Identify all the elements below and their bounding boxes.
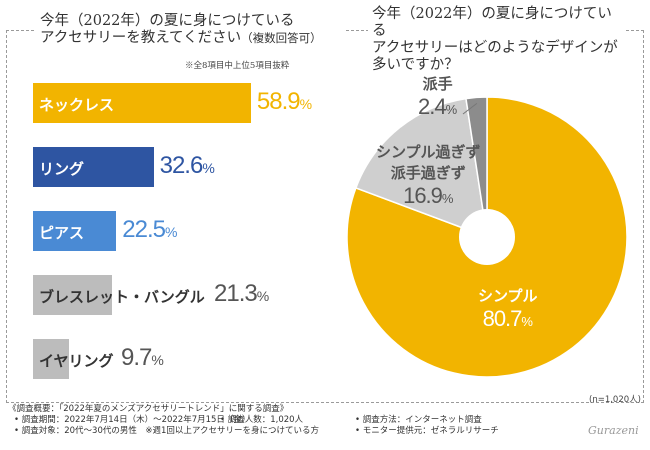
bar-value-4: 9.7%: [121, 344, 164, 371]
survey-count: • 調査人数：1,020人: [220, 415, 304, 425]
brand-logo: Gurazeni: [588, 424, 639, 437]
bar-chart-title-paren: （複数回答可）: [241, 31, 322, 45]
pie-label-0-line-0: シンプル: [478, 288, 538, 305]
pie-chart-title: 今年（2022年）の夏に身につけている アクセサリーはどのようなデザインが 多い…: [368, 6, 626, 74]
bar-4: [33, 339, 69, 379]
bar-label-2: ピアス: [39, 225, 85, 242]
pie-label-1-line-1: 派手過ぎず: [390, 165, 466, 182]
survey-target: • 調査対象：20代～30代の男性 ※週1回以上アクセサリーを身につけている方: [14, 426, 319, 436]
bar-chart-title: 今年（2022年）の夏に身につけている アクセサリーを教えてください（複数回答可…: [36, 13, 344, 47]
bar-value-1: 32.6%: [159, 152, 215, 179]
survey-heading: 《調査概要：「2022年夏のメンズアクセサリートレンド」に関する調査》: [8, 404, 289, 414]
survey-method: • 調査方法：インターネット調査: [355, 415, 482, 425]
pie-value-1: 16.9%: [403, 183, 454, 208]
bar-value-0: 58.9%: [256, 88, 312, 115]
pie-label-2: 派手 2.4%: [418, 73, 457, 120]
survey-period: • 調査期間：2022年7月14日（木）～2022年7月15日（金）: [14, 415, 251, 425]
bar-chart-title-line2: アクセサリーを教えてください: [40, 30, 242, 46]
bar-label-3: ブレスレット・バングル: [39, 289, 205, 306]
bar-0: [33, 83, 251, 123]
pie-chart-title-line2: アクセサリーはどのようなデザインが: [372, 40, 618, 56]
pie-chart-title-line3: 多いですか？: [372, 57, 459, 73]
bar-label-0: ネックレス: [39, 97, 115, 114]
bar-chart-note: ※全8項目中上位5項目抜粋: [185, 61, 290, 71]
bar-value-3: 21.3%: [214, 280, 269, 307]
bar-label-4: イヤリング: [39, 353, 114, 370]
bar-3: [33, 275, 112, 315]
sample-size-note: (n=1,020人): [589, 395, 641, 405]
pie-label-2-line-0: 派手: [422, 76, 453, 93]
pie-label-1: シンプル過ぎず 派手過ぎず 16.9%: [376, 141, 481, 209]
bar-label-1: リング: [39, 161, 85, 178]
bar-value-2: 22.5%: [122, 216, 177, 243]
pie-label-0: シンプル 80.7%: [478, 285, 538, 332]
pie-value-2: 2.4%: [418, 94, 458, 119]
pie-value-0: 80.7%: [482, 306, 533, 331]
bar-1: [33, 147, 154, 187]
pie-chart-title-line1: 今年（2022年）の夏に身につけている: [372, 6, 612, 39]
pie-label-1-line-0: シンプル過ぎず: [376, 144, 481, 161]
survey-provider: • モニター提供元：ゼネラルリサーチ: [355, 426, 499, 436]
bar-chart-title-line1: 今年（2022年）の夏に身につけている: [40, 13, 295, 29]
bar-2: [33, 211, 117, 251]
